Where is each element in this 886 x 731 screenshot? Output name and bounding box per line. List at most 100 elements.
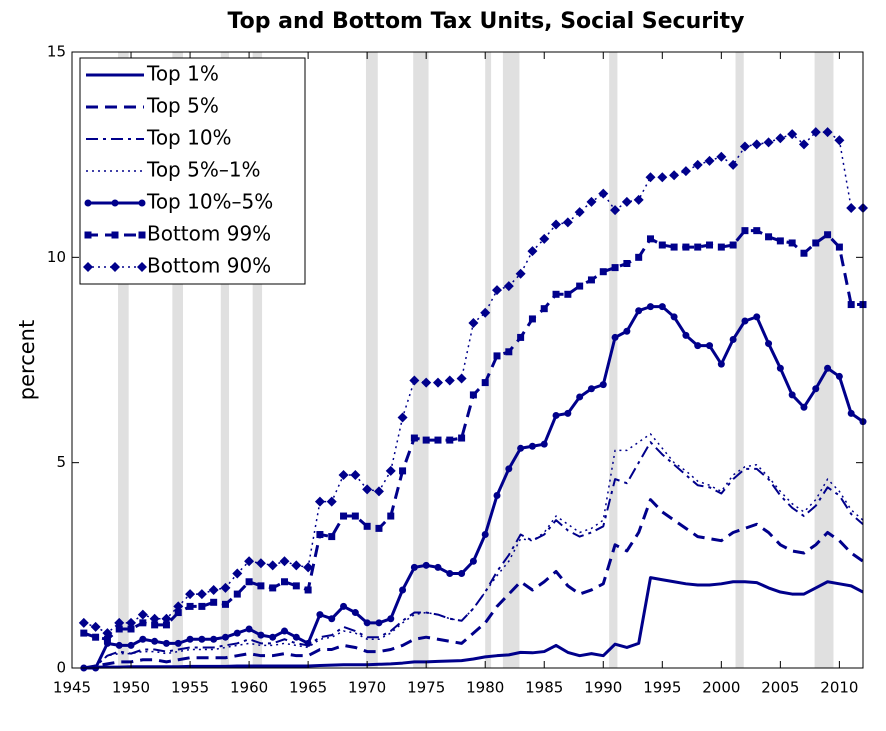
data-point bbox=[657, 172, 668, 183]
data-point bbox=[161, 613, 172, 624]
legend-label: Top 10% bbox=[146, 126, 232, 150]
data-point bbox=[704, 155, 715, 166]
data-point bbox=[528, 315, 536, 323]
legend-label: Top 1% bbox=[146, 62, 219, 86]
data-point bbox=[717, 360, 725, 368]
data-point bbox=[267, 560, 278, 571]
data-point bbox=[765, 340, 773, 348]
data-point bbox=[682, 243, 690, 251]
data-point bbox=[788, 239, 796, 247]
data-point bbox=[812, 239, 820, 247]
data-point bbox=[80, 629, 88, 637]
data-point bbox=[753, 227, 761, 235]
chart-title: Top and Bottom Tax Units, Social Securit… bbox=[228, 9, 745, 34]
data-point bbox=[269, 584, 277, 592]
data-point bbox=[576, 282, 584, 290]
data-point bbox=[517, 444, 525, 452]
data-point bbox=[576, 393, 584, 401]
legend-label: Bottom 90% bbox=[147, 254, 271, 278]
legend: Top 1% Top 5% Top 10% Top 5%–1% Top 10%–5% Bo… bbox=[79, 57, 306, 285]
data-point bbox=[765, 233, 773, 241]
data-point bbox=[387, 615, 395, 623]
data-point bbox=[645, 172, 656, 183]
data-point bbox=[515, 268, 526, 279]
data-point bbox=[410, 434, 418, 442]
data-point bbox=[245, 578, 253, 586]
data-point bbox=[847, 301, 855, 309]
data-point bbox=[210, 635, 218, 643]
data-point bbox=[444, 375, 455, 386]
data-point bbox=[316, 611, 324, 619]
data-point bbox=[410, 563, 418, 571]
data-point bbox=[787, 129, 798, 140]
data-point bbox=[800, 249, 808, 257]
data-point bbox=[149, 613, 160, 624]
recession-band bbox=[485, 52, 492, 668]
y-tick-label: 0 bbox=[56, 659, 66, 677]
data-point bbox=[139, 635, 147, 643]
data-point bbox=[221, 633, 229, 641]
data-point bbox=[669, 170, 680, 181]
data-point bbox=[196, 589, 207, 600]
data-point bbox=[562, 217, 573, 228]
legend-label: Top 5%–1% bbox=[146, 158, 261, 182]
data-point bbox=[505, 465, 513, 473]
data-point bbox=[151, 621, 159, 629]
data-point bbox=[834, 135, 845, 146]
data-point bbox=[210, 598, 218, 606]
data-point bbox=[151, 637, 159, 645]
data-point bbox=[658, 303, 666, 311]
data-point bbox=[186, 602, 194, 610]
x-tick-label: 1985 bbox=[525, 679, 563, 697]
recession-band bbox=[172, 52, 183, 668]
data-point bbox=[716, 151, 727, 162]
data-point bbox=[174, 639, 182, 647]
data-point bbox=[328, 615, 336, 623]
data-point bbox=[539, 233, 550, 244]
data-point bbox=[375, 524, 383, 532]
data-point bbox=[611, 264, 619, 272]
data-point bbox=[434, 436, 442, 444]
data-point bbox=[682, 331, 690, 339]
data-point bbox=[257, 631, 265, 639]
data-point bbox=[587, 276, 595, 284]
data-point bbox=[469, 391, 477, 399]
data-point bbox=[692, 159, 703, 170]
data-point bbox=[776, 364, 784, 372]
data-point bbox=[633, 194, 644, 205]
data-point bbox=[564, 409, 572, 417]
y-tick-label: 15 bbox=[47, 43, 66, 61]
data-point bbox=[114, 617, 125, 628]
data-point bbox=[422, 436, 430, 444]
data-point bbox=[599, 268, 607, 276]
legend-marker bbox=[111, 199, 119, 207]
data-point bbox=[326, 496, 337, 507]
x-tick-label: 1945 bbox=[53, 679, 91, 697]
data-point bbox=[481, 531, 489, 539]
data-point bbox=[304, 586, 312, 594]
data-point bbox=[587, 385, 595, 393]
legend-marker bbox=[84, 199, 92, 207]
data-point bbox=[162, 639, 170, 647]
data-point bbox=[610, 205, 621, 216]
data-point bbox=[635, 253, 643, 261]
legend-marker bbox=[84, 231, 92, 239]
data-point bbox=[174, 609, 182, 617]
data-point bbox=[480, 307, 491, 318]
data-point bbox=[694, 243, 702, 251]
data-point bbox=[775, 133, 786, 144]
data-point bbox=[291, 560, 302, 571]
legend-marker bbox=[137, 262, 147, 272]
data-point bbox=[351, 609, 359, 617]
data-point bbox=[434, 563, 442, 571]
data-point bbox=[751, 139, 762, 150]
data-point bbox=[835, 243, 843, 251]
legend-marker bbox=[138, 231, 146, 239]
data-point bbox=[338, 469, 349, 480]
data-point bbox=[221, 600, 229, 608]
x-tick-label: 2005 bbox=[761, 679, 799, 697]
recession-band bbox=[118, 52, 129, 668]
data-point bbox=[505, 348, 513, 356]
data-point bbox=[446, 436, 454, 444]
recession-band bbox=[252, 52, 263, 668]
